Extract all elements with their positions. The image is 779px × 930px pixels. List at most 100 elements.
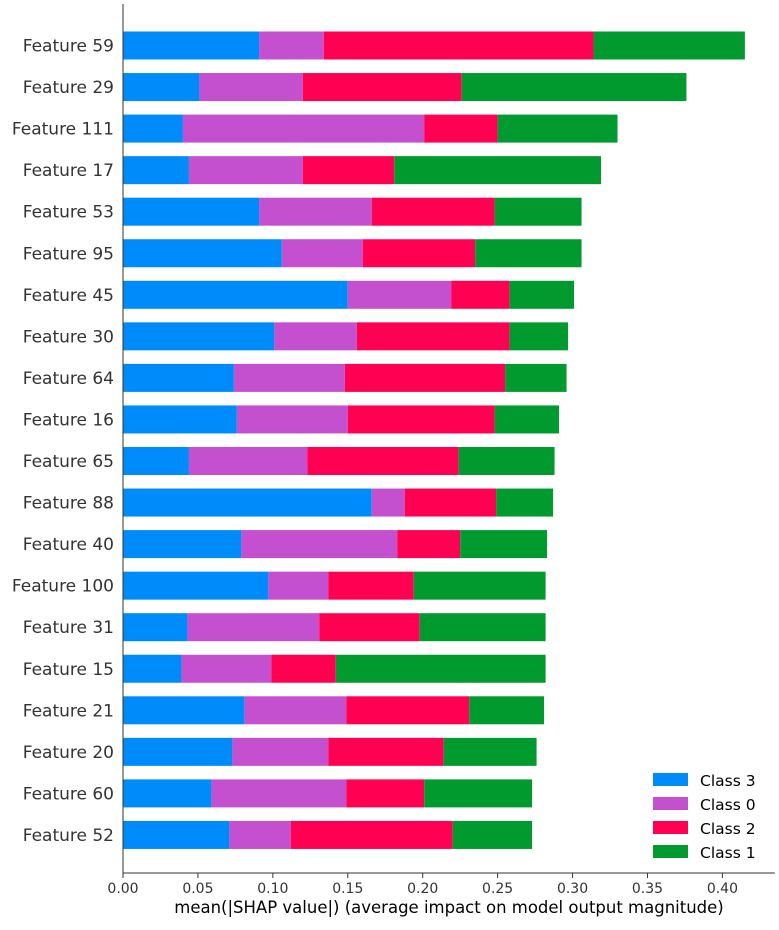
y-tick-label: Feature 100 <box>12 577 114 597</box>
bar-feature-52-class-2 <box>290 820 453 849</box>
bar-feature-59-class-1 <box>593 31 745 60</box>
bar-feature-53-class-2 <box>371 197 495 226</box>
bar-feature-40-class-2 <box>397 530 461 559</box>
bar-feature-100-class-0 <box>268 571 329 600</box>
x-tick-label: 0.15 <box>332 881 363 897</box>
bar-feature-95-class-0 <box>281 239 363 268</box>
legend-swatch-class-2 <box>653 821 688 834</box>
y-tick-label: Feature 40 <box>23 535 114 555</box>
bar-feature-29-class-2 <box>302 73 462 102</box>
bar-feature-100-class-3 <box>123 571 269 600</box>
y-tick-label: Feature 45 <box>23 286 114 306</box>
bar-feature-65-class-1 <box>458 447 555 475</box>
bar-feature-31-class-3 <box>123 613 188 642</box>
bar-feature-95-class-2 <box>362 239 476 268</box>
bar-feature-40-class-0 <box>241 530 398 559</box>
bar-feature-31-class-1 <box>419 613 546 642</box>
bar-feature-100-class-1 <box>413 571 546 600</box>
legend-swatch-class-0 <box>653 797 688 810</box>
x-tick-label: 0.35 <box>632 881 663 897</box>
y-tick-label: Feature 60 <box>23 784 114 804</box>
legend-swatch-class-3 <box>653 773 688 786</box>
bar-feature-60-class-0 <box>211 779 347 808</box>
bar-feature-88-class-0 <box>371 488 405 517</box>
x-tick-label: 0.25 <box>482 881 513 897</box>
bar-feature-60-class-3 <box>123 779 212 808</box>
y-tick-label: Feature 88 <box>23 494 114 514</box>
bar-feature-29-class-1 <box>461 73 687 102</box>
bar-feature-52-class-1 <box>452 820 533 849</box>
bar-feature-21-class-0 <box>244 696 347 725</box>
x-tick-label: 0.20 <box>407 881 438 897</box>
bar-feature-17-class-2 <box>302 156 395 185</box>
bar-feature-45-class-2 <box>451 280 510 309</box>
bar-feature-88-class-2 <box>404 488 497 517</box>
bar-feature-64-class-3 <box>123 363 234 392</box>
x-axis-label: mean(|SHAP value|) (average impact on mo… <box>174 898 724 917</box>
bar-feature-16-class-1 <box>494 405 560 434</box>
bar-feature-111-class-2 <box>424 114 498 143</box>
bar-feature-88-class-3 <box>123 488 372 517</box>
bar-feature-65-class-3 <box>123 447 189 475</box>
bar-feature-52-class-0 <box>229 820 291 849</box>
bar-feature-111-class-0 <box>182 114 425 143</box>
x-tick-label: 0.00 <box>107 881 138 897</box>
bar-feature-16-class-2 <box>347 405 495 434</box>
x-tick-label: 0.40 <box>707 881 738 897</box>
bar-feature-20-class-2 <box>328 737 444 766</box>
y-tick-label: Feature 59 <box>23 37 114 57</box>
bar-feature-65-class-0 <box>188 447 308 475</box>
bar-feature-64-class-2 <box>344 363 506 392</box>
bar-segments <box>123 31 745 849</box>
bar-feature-45-class-1 <box>509 280 575 309</box>
bar-feature-95-class-3 <box>123 239 282 268</box>
bar-feature-95-class-1 <box>475 239 582 268</box>
legend-label-class-0: Class 0 <box>700 796 756 814</box>
bar-feature-59-class-0 <box>259 31 324 60</box>
bar-feature-111-class-3 <box>123 114 183 143</box>
bar-feature-20-class-0 <box>232 737 329 766</box>
bar-feature-15-class-2 <box>271 654 336 683</box>
bar-feature-15-class-0 <box>181 654 272 683</box>
y-tick-label: Feature 95 <box>23 244 114 264</box>
y-tick-label: Feature 17 <box>23 161 114 181</box>
bar-feature-21-class-1 <box>469 696 545 725</box>
bar-feature-100-class-2 <box>328 571 414 600</box>
y-tick-label: Feature 31 <box>23 618 114 638</box>
x-tick-label: 0.30 <box>557 881 588 897</box>
bar-feature-53-class-0 <box>259 197 372 226</box>
bar-feature-20-class-1 <box>443 737 537 766</box>
bar-feature-21-class-2 <box>346 696 470 725</box>
legend-label-class-3: Class 3 <box>700 772 756 790</box>
y-tick-label: Feature 30 <box>23 327 114 347</box>
bar-feature-88-class-1 <box>496 488 554 517</box>
bar-feature-15-class-1 <box>335 654 546 683</box>
y-tick-label: Feature 21 <box>23 701 114 721</box>
legend-swatch-class-1 <box>653 845 688 858</box>
y-tick-label: Feature 65 <box>23 452 114 472</box>
x-tick-label: 0.05 <box>182 881 213 897</box>
y-tick-label: Feature 29 <box>23 78 114 98</box>
bar-feature-64-class-1 <box>505 363 567 392</box>
bar-feature-45-class-3 <box>123 280 348 309</box>
y-tick-label: Feature 20 <box>23 743 114 763</box>
x-axis-ticks: 0.00 0.05 0.10 0.15 0.20 0.25 0.30 0.35 0.40 <box>107 873 738 897</box>
bar-feature-53-class-1 <box>494 197 582 226</box>
bar-feature-16-class-3 <box>123 405 237 434</box>
bar-feature-60-class-2 <box>346 779 425 808</box>
bar-feature-17-class-0 <box>188 156 303 185</box>
bar-feature-52-class-3 <box>123 820 230 849</box>
bar-feature-30-class-1 <box>509 322 569 351</box>
bar-feature-31-class-0 <box>187 613 320 642</box>
bar-feature-31-class-2 <box>319 613 420 642</box>
bar-feature-29-class-3 <box>123 73 200 102</box>
bar-feature-17-class-1 <box>394 156 602 185</box>
y-tick-label: Feature 111 <box>12 120 114 140</box>
bar-feature-111-class-1 <box>497 114 618 143</box>
bar-feature-17-class-3 <box>123 156 189 185</box>
bar-feature-16-class-0 <box>236 405 348 434</box>
x-tick-label: 0.10 <box>257 881 288 897</box>
bar-feature-29-class-0 <box>199 73 303 102</box>
bar-feature-64-class-0 <box>233 363 345 392</box>
